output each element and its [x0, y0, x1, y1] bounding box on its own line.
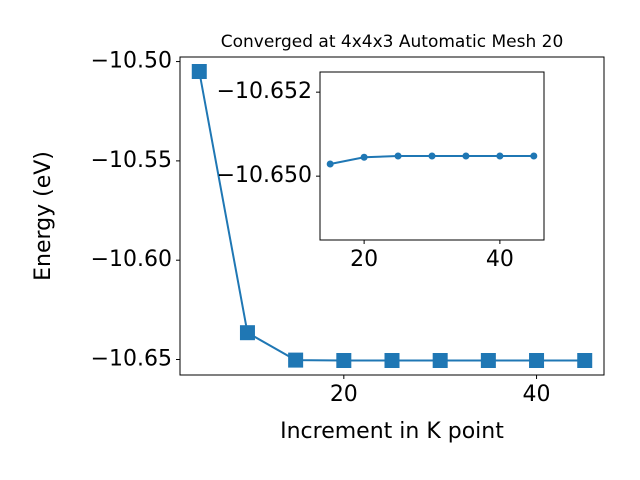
marker	[336, 353, 352, 369]
y-tick-label: −10.55	[91, 148, 172, 173]
chart-title: Converged at 4x4x3 Automatic Mesh 20	[221, 32, 564, 52]
marker	[394, 152, 402, 160]
marker	[384, 353, 400, 369]
marker	[529, 353, 545, 369]
marker	[496, 152, 504, 160]
y-tick-label: −10.650	[217, 163, 312, 188]
x-axis-label: Increment in K point	[280, 419, 504, 444]
marker	[428, 152, 436, 160]
y-tick-label: −10.50	[91, 49, 172, 74]
y-tick-label: −10.652	[217, 79, 312, 104]
marker	[577, 353, 593, 369]
y-axis-label: Energy (eV)	[31, 151, 56, 281]
marker	[480, 353, 496, 369]
marker	[462, 152, 470, 160]
marker	[326, 160, 334, 168]
x-tick-label: 40	[523, 382, 551, 407]
marker	[432, 353, 448, 369]
marker	[360, 153, 368, 161]
marker	[239, 325, 255, 341]
y-tick-label: −10.65	[91, 347, 172, 372]
axes-frame	[179, 56, 605, 376]
x-tick-label: 20	[350, 247, 378, 272]
x-tick-label: 40	[486, 247, 514, 272]
marker	[191, 63, 207, 79]
y-tick-label: −10.60	[91, 247, 172, 272]
axes-frame	[319, 71, 545, 241]
marker	[288, 352, 304, 368]
x-tick-label: 20	[330, 382, 358, 407]
marker	[530, 152, 538, 160]
